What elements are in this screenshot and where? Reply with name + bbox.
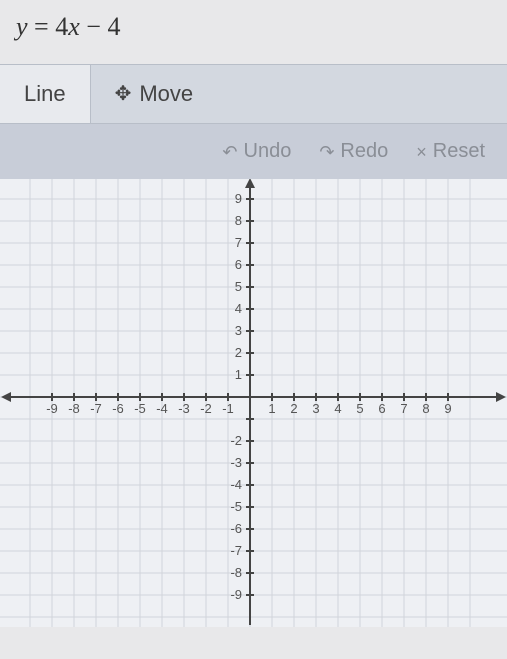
reset-icon: × [416,143,427,161]
equation-text: y = 4x − 4 [0,0,507,64]
svg-text:-8: -8 [230,565,242,580]
svg-text:-3: -3 [230,455,242,470]
reset-button[interactable]: × Reset [416,140,485,163]
svg-text:7: 7 [235,235,242,250]
svg-text:-7: -7 [230,543,242,558]
svg-text:7: 7 [400,401,407,416]
svg-text:6: 6 [378,401,385,416]
redo-icon: ↷ [319,143,334,161]
line-tool-label: Line [24,81,66,107]
svg-text:-2: -2 [230,433,242,448]
svg-text:3: 3 [312,401,319,416]
svg-text:1: 1 [235,367,242,382]
svg-text:9: 9 [444,401,451,416]
svg-text:2: 2 [290,401,297,416]
svg-text:-2: -2 [200,401,212,416]
svg-text:-4: -4 [156,401,168,416]
var-y: y [16,12,28,41]
svg-text:5: 5 [356,401,363,416]
svg-text:9: 9 [235,191,242,206]
move-tool-button[interactable]: ✥ Move [91,65,218,123]
svg-text:-9: -9 [230,587,242,602]
move-tool-label: Move [139,81,193,107]
reset-label: Reset [433,140,485,163]
svg-text:4: 4 [334,401,341,416]
coordinate-grid: -9-8-7-6-5-4-3-2-1123456789123456789-2-3… [0,179,507,627]
svg-text:-3: -3 [178,401,190,416]
svg-text:8: 8 [422,401,429,416]
svg-text:3: 3 [235,323,242,338]
svg-text:-7: -7 [90,401,102,416]
svg-text:-4: -4 [230,477,242,492]
redo-label: Redo [340,140,388,163]
graph-area[interactable]: -9-8-7-6-5-4-3-2-1123456789123456789-2-3… [0,179,507,627]
undo-button[interactable]: ↶ Undo [222,140,291,163]
constant: 4 [107,12,120,41]
svg-text:-6: -6 [112,401,124,416]
svg-text:4: 4 [235,301,242,316]
action-row: ↶ Undo ↷ Redo × Reset [0,124,507,179]
svg-text:6: 6 [235,257,242,272]
svg-text:-9: -9 [46,401,58,416]
svg-text:-5: -5 [230,499,242,514]
undo-label: Undo [244,140,292,163]
minus-op: − [80,12,108,41]
undo-icon: ↶ [222,143,237,161]
svg-text:2: 2 [235,345,242,360]
svg-text:-1: -1 [222,401,234,416]
redo-button[interactable]: ↷ Redo [319,140,388,163]
svg-text:1: 1 [268,401,275,416]
move-icon: ✥ [115,84,132,104]
line-tool-button[interactable]: Line [0,65,91,123]
tool-row: Line ✥ Move [0,64,507,124]
var-x: x [68,12,80,41]
svg-text:8: 8 [235,213,242,228]
coefficient: 4 [55,12,68,41]
svg-text:-5: -5 [134,401,146,416]
equals-op: = [28,12,56,41]
svg-text:-6: -6 [230,521,242,536]
svg-text:-8: -8 [68,401,80,416]
svg-text:5: 5 [235,279,242,294]
